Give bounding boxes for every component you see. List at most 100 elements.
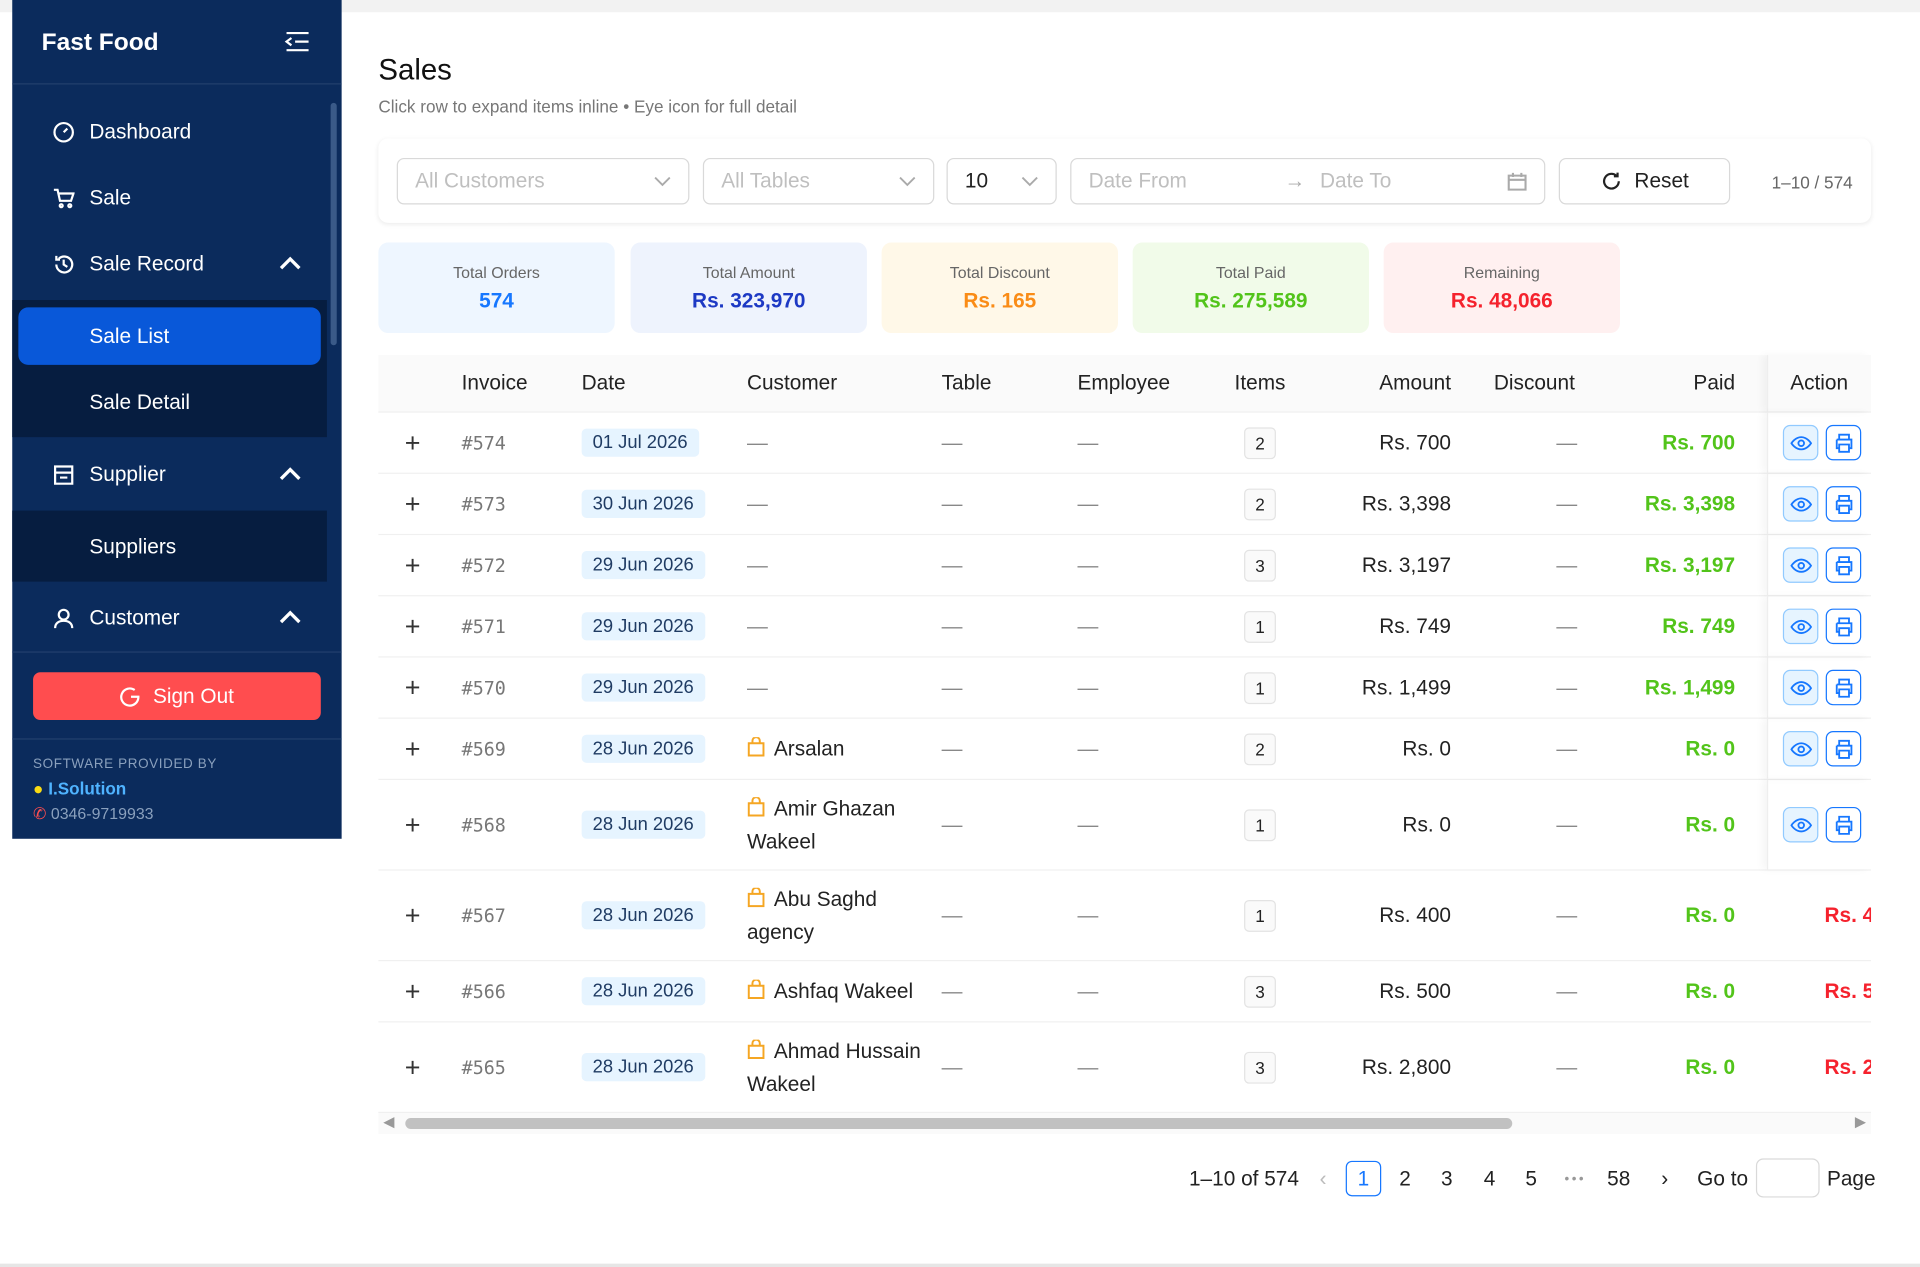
scroll-right[interactable]: ▶	[1854, 1113, 1867, 1131]
page-input[interactable]	[1755, 1158, 1820, 1198]
submenu-label[interactable]: Sale List	[89, 324, 170, 348]
table-row[interactable]: + #567 28 Jun 2026 Abu Saghd agency — — 1 Rs. 4…	[378, 871, 1872, 962]
table-row[interactable]: + #574 01 Jul 2026 — — — 2 Rs. 700 — Rs. 700	[378, 412, 1872, 474]
table-no: —	[941, 675, 963, 699]
scroll-left[interactable]: ◀	[383, 1113, 395, 1131]
table-row[interactable]: + #565 28 Jun 2026 Ahmad Hussain Wakeel — — 3 R…	[378, 1022, 1872, 1114]
employee: —	[1077, 614, 1099, 638]
menu-item[interactable]: Sale	[12, 170, 327, 226]
customer-cell: —	[735, 474, 931, 534]
customer-select[interactable]: All Customers	[396, 157, 690, 205]
print-button[interactable]	[1825, 486, 1862, 522]
page-size-select[interactable]: 10	[946, 157, 1057, 205]
column-header: Employee	[1077, 371, 1171, 395]
scroll-thumb[interactable]	[405, 1117, 1513, 1129]
print-button[interactable]	[1825, 669, 1862, 706]
action-cell	[1766, 780, 1871, 870]
table-no: —	[941, 430, 963, 454]
menu-selected[interactable]	[18, 307, 321, 365]
view-button[interactable]	[1782, 608, 1819, 645]
view-button[interactable]	[1782, 669, 1819, 706]
table-row[interactable]: + #566 28 Jun 2026 Ashfaq Wakeel — — 3 Rs. 500 —…	[378, 961, 1872, 1023]
customer-name: Ahmad Hussain Wakeel	[746, 1038, 921, 1096]
customer: —	[746, 492, 768, 516]
customer-cell: Amir Ghazan Wakeel	[735, 780, 931, 869]
print-button[interactable]	[1825, 731, 1862, 767]
items-count: 1	[1244, 899, 1276, 932]
stat-card: Total Discount Rs. 165	[881, 242, 1118, 334]
print-button[interactable]	[1825, 547, 1862, 583]
paid: Rs. 0	[1685, 736, 1736, 760]
submenu-label[interactable]: Suppliers	[89, 535, 177, 559]
cell	[1749, 871, 1767, 960]
cell	[378, 355, 447, 411]
sign-out-button[interactable]: Sign Out	[33, 672, 321, 721]
prev-page[interactable]: ‹	[1319, 1166, 1327, 1190]
next-page[interactable]: ›	[1661, 1166, 1669, 1190]
view-button[interactable]	[1782, 486, 1819, 522]
print-button[interactable]	[1825, 806, 1862, 843]
cell	[1749, 355, 1767, 411]
select-placeholder: All Tables	[721, 168, 810, 193]
brand: Fast Food	[41, 29, 159, 57]
cell: 3	[1215, 535, 1306, 595]
date-badge: 01 Jul 2026	[581, 428, 699, 457]
menu-item[interactable]: Sale Record	[12, 236, 327, 292]
expand-button[interactable]: +	[404, 975, 421, 1006]
page-button[interactable]: 3	[1440, 1166, 1453, 1190]
column-header: Discount	[1493, 371, 1575, 395]
print-button[interactable]	[1825, 424, 1862, 461]
customer-cell: —	[735, 658, 931, 718]
discount: —	[1556, 552, 1578, 577]
table-row[interactable]: + #568 28 Jun 2026 Amir Ghazan Wakeel — — 1 Rs.…	[378, 780, 1872, 871]
menu-item[interactable]: Dashboard	[12, 104, 327, 160]
items-count: 2	[1244, 487, 1276, 520]
menu-label: Supplier	[89, 462, 166, 487]
table-select[interactable]: All Tables	[702, 157, 935, 205]
paid: Rs. 1,499	[1644, 675, 1736, 699]
print-button[interactable]	[1825, 608, 1862, 645]
expand-button[interactable]: +	[404, 808, 421, 840]
submenu-label[interactable]: Sale Detail	[89, 390, 191, 414]
cell: 2	[1215, 474, 1306, 534]
table-row[interactable]: + #572 29 Jun 2026 — — — 3 Rs. 3,197 — Rs. 3,197	[378, 535, 1872, 597]
table-row[interactable]: + #571 29 Jun 2026 — — — 1 Rs. 749 — Rs. 749	[378, 596, 1872, 658]
action-cell	[1766, 718, 1871, 779]
page-button[interactable]: 5	[1525, 1166, 1538, 1190]
expand-button[interactable]: +	[404, 732, 421, 764]
menu-toggle[interactable]	[284, 29, 311, 53]
page-button[interactable]: 4	[1483, 1166, 1496, 1190]
bottom-strip	[0, 1263, 1920, 1267]
table-no: —	[941, 491, 963, 515]
reset-button[interactable]: Reset	[1558, 157, 1731, 205]
customer-cell: —	[735, 413, 931, 473]
menu-item[interactable]: Supplier	[12, 447, 327, 503]
view-button[interactable]	[1782, 424, 1819, 461]
customer: —	[746, 614, 768, 638]
expand-button[interactable]: +	[404, 549, 421, 580]
expand-button[interactable]: +	[404, 426, 421, 458]
table-row[interactable]: + #570 29 Jun 2026 — — — 1 Rs. 1,499 — Rs. 1,499	[378, 657, 1872, 719]
customer-cell: Ashfaq Wakeel	[735, 961, 931, 1021]
table-row[interactable]: + #573 30 Jun 2026 — — — 2 Rs. 3,398 — Rs. 3,398	[378, 473, 1872, 536]
menu-item[interactable]: Customer	[12, 590, 327, 646]
cell	[1749, 719, 1767, 779]
page-button[interactable]: 1	[1345, 1160, 1382, 1197]
expand-button[interactable]: +	[404, 610, 421, 642]
page-button[interactable]: 58	[1607, 1166, 1631, 1190]
stat-card: Remaining Rs. 48,066	[1383, 242, 1621, 334]
customer-name: Amir Ghazan Wakeel	[746, 796, 896, 853]
customer-cell: Ahmad Hussain Wakeel	[735, 1022, 931, 1111]
view-button[interactable]	[1782, 731, 1819, 767]
table-row[interactable]: + #569 28 Jun 2026 Arsalan — — 2 Rs. 0 — Rs. 0	[378, 718, 1872, 781]
page-button[interactable]: 2	[1399, 1166, 1411, 1190]
date-range[interactable]: Date From → Date To	[1070, 157, 1546, 205]
view-button[interactable]	[1782, 547, 1819, 583]
expand-button[interactable]: +	[404, 671, 421, 703]
expand-button[interactable]: +	[404, 487, 421, 519]
expand-button[interactable]: +	[404, 1051, 421, 1082]
expand-button[interactable]: +	[404, 899, 421, 931]
view-button[interactable]	[1782, 806, 1819, 843]
cell: 28 Jun 2026	[569, 961, 734, 1021]
